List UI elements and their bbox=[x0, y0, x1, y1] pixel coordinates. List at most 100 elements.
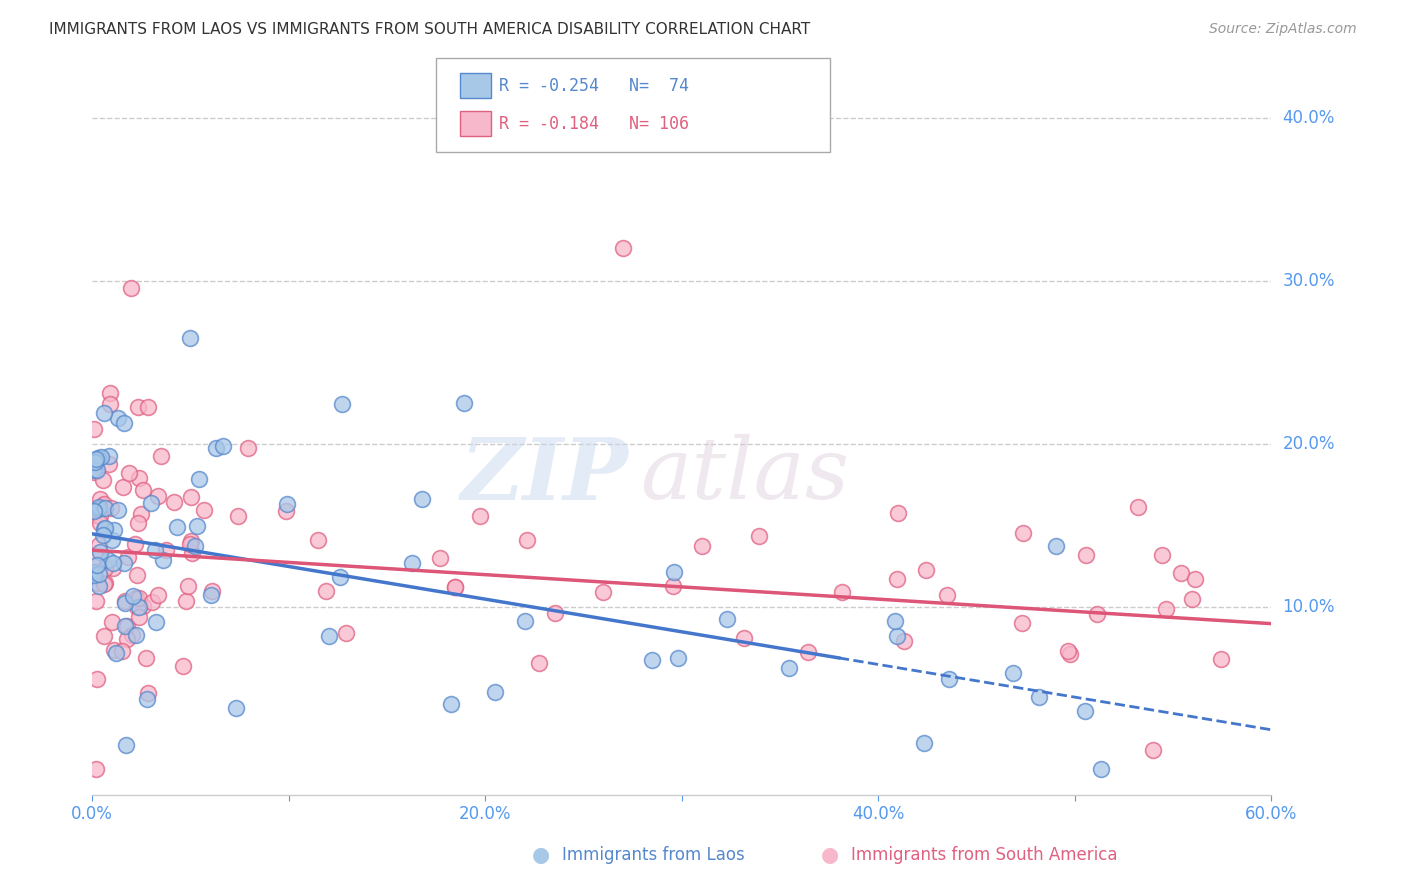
Text: atlas: atlas bbox=[640, 434, 849, 516]
Point bbox=[193, 503, 215, 517]
Point bbox=[612, 241, 634, 255]
Point bbox=[83, 455, 105, 469]
Point bbox=[139, 496, 162, 510]
Point bbox=[335, 626, 357, 640]
Point bbox=[112, 417, 135, 431]
Point bbox=[733, 632, 755, 646]
Point bbox=[132, 599, 155, 614]
Point bbox=[152, 553, 174, 567]
Point bbox=[86, 558, 108, 573]
Point bbox=[87, 501, 110, 516]
Point bbox=[97, 449, 120, 463]
Point bbox=[94, 500, 117, 515]
Point bbox=[127, 401, 149, 415]
Point bbox=[101, 533, 124, 547]
Point bbox=[166, 520, 188, 534]
Point bbox=[329, 570, 352, 584]
Point bbox=[93, 522, 115, 536]
Point bbox=[86, 762, 108, 776]
Point bbox=[118, 466, 141, 480]
Point bbox=[89, 508, 111, 523]
Text: ●: ● bbox=[533, 845, 550, 864]
Point bbox=[276, 497, 298, 511]
Point bbox=[107, 503, 129, 517]
Point bbox=[135, 691, 157, 706]
Point bbox=[318, 629, 340, 643]
Point bbox=[91, 473, 114, 487]
Point bbox=[515, 614, 537, 628]
Point bbox=[1073, 705, 1095, 719]
Text: 10.0%: 10.0% bbox=[1282, 599, 1334, 616]
Point bbox=[84, 451, 107, 466]
Point bbox=[187, 471, 209, 485]
Point bbox=[183, 539, 205, 553]
Point bbox=[592, 585, 614, 599]
Point bbox=[93, 406, 115, 420]
Point bbox=[935, 588, 957, 602]
Point bbox=[180, 490, 202, 504]
Point bbox=[89, 545, 111, 559]
Point bbox=[114, 557, 136, 571]
Point bbox=[163, 495, 186, 509]
Point bbox=[186, 518, 208, 533]
Point bbox=[107, 410, 129, 425]
Point bbox=[662, 579, 685, 593]
Point bbox=[179, 331, 201, 345]
Point bbox=[86, 672, 108, 686]
Point bbox=[94, 521, 117, 535]
Point bbox=[1057, 644, 1080, 658]
Point bbox=[1059, 647, 1081, 661]
Point bbox=[98, 397, 121, 411]
Point bbox=[93, 630, 115, 644]
Point bbox=[83, 508, 105, 522]
Point bbox=[453, 395, 475, 409]
Point bbox=[915, 564, 938, 578]
Point bbox=[128, 471, 150, 485]
Point bbox=[1012, 525, 1035, 540]
Point bbox=[117, 549, 139, 564]
Point bbox=[89, 491, 111, 506]
Point bbox=[1128, 500, 1150, 514]
Text: Immigrants from South America: Immigrants from South America bbox=[851, 846, 1118, 863]
Point bbox=[470, 509, 492, 524]
Point bbox=[89, 516, 111, 530]
Point bbox=[1170, 566, 1192, 580]
Point bbox=[87, 567, 110, 582]
Point bbox=[91, 528, 114, 542]
Point bbox=[544, 606, 567, 620]
Point bbox=[83, 565, 105, 579]
Point bbox=[114, 594, 136, 608]
Text: IMMIGRANTS FROM LAOS VS IMMIGRANTS FROM SOUTH AMERICA DISABILITY CORRELATION CHA: IMMIGRANTS FROM LAOS VS IMMIGRANTS FROM … bbox=[49, 22, 810, 37]
Point bbox=[238, 441, 260, 455]
Point bbox=[831, 585, 853, 599]
Point bbox=[87, 538, 110, 552]
Point bbox=[205, 441, 228, 455]
Point bbox=[90, 450, 112, 464]
Point bbox=[1085, 607, 1108, 622]
Point bbox=[89, 578, 111, 592]
Point bbox=[176, 594, 198, 608]
Point bbox=[114, 619, 136, 633]
Point bbox=[716, 612, 738, 626]
Point bbox=[1209, 652, 1232, 666]
Point bbox=[128, 609, 150, 624]
Text: R = -0.254   N=  74: R = -0.254 N= 74 bbox=[499, 77, 689, 95]
Point bbox=[100, 500, 122, 515]
Point bbox=[274, 504, 297, 518]
Point bbox=[103, 560, 125, 574]
Point bbox=[429, 551, 451, 566]
Point bbox=[228, 509, 250, 524]
Point bbox=[666, 651, 689, 665]
Point bbox=[179, 536, 201, 550]
Point bbox=[883, 614, 905, 628]
Point bbox=[887, 506, 910, 520]
Point bbox=[97, 553, 120, 567]
Point bbox=[125, 567, 148, 582]
Point bbox=[94, 576, 117, 591]
Point bbox=[1074, 549, 1097, 563]
Point bbox=[91, 499, 114, 513]
Point bbox=[662, 565, 685, 579]
Point bbox=[155, 543, 177, 558]
Point bbox=[122, 589, 145, 603]
Point bbox=[177, 579, 200, 593]
